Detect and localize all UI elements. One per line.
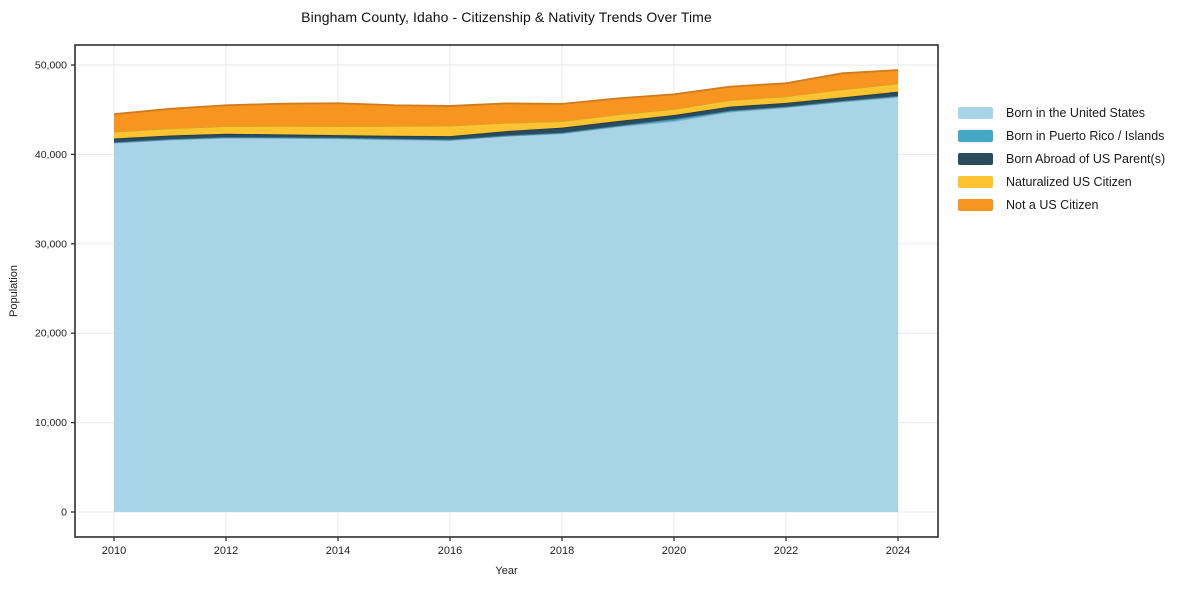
legend-item: Born Abroad of US Parent(s) bbox=[958, 151, 1166, 166]
y-tick-label: 50,000 bbox=[35, 60, 67, 72]
area-3 bbox=[114, 91, 898, 143]
x-tick-label: 2018 bbox=[550, 545, 574, 557]
y-axis-label: Population bbox=[8, 265, 20, 317]
x-tick-label: 2016 bbox=[438, 545, 462, 557]
x-tick-label: 2024 bbox=[886, 545, 910, 557]
legend-swatch bbox=[958, 106, 993, 119]
legend-item: Naturalized US Citizen bbox=[958, 174, 1165, 189]
legend-label: Born in Puerto Rico / Islands bbox=[1006, 128, 1165, 143]
legend-item: Born in Puerto Rico / Islands bbox=[958, 128, 1165, 143]
legend-swatch bbox=[958, 175, 993, 188]
legend-item: Not a US Citizen bbox=[958, 197, 1165, 212]
legend: Born in the United States Born in Puerto … bbox=[958, 105, 1166, 212]
axes-frame bbox=[74, 44, 939, 538]
x-tick-label: 2014 bbox=[326, 545, 350, 557]
area-edge-5 bbox=[113, 69, 899, 116]
legend-label: Not a US Citizen bbox=[1006, 197, 1099, 212]
chart-title: Bingham County, Idaho - Citizenship & Na… bbox=[301, 9, 712, 25]
legend-item: Born in the United States bbox=[958, 105, 1165, 120]
x-axis-label: Year bbox=[495, 565, 518, 577]
y-tick-label: 20,000 bbox=[35, 328, 67, 340]
x-tick-label: 2022 bbox=[774, 545, 798, 557]
legend-label: Naturalized US Citizen bbox=[1006, 174, 1132, 189]
area-5 bbox=[114, 70, 898, 132]
y-tick-label: 30,000 bbox=[35, 238, 67, 250]
legend-swatch bbox=[958, 129, 993, 142]
y-tick-label: 40,000 bbox=[35, 149, 67, 161]
x-tick-label: 2020 bbox=[662, 545, 686, 557]
x-tick-label: 2012 bbox=[214, 545, 238, 557]
x-tick-label: 2010 bbox=[102, 545, 126, 557]
legend-swatch bbox=[958, 198, 993, 211]
legend-label: Born in the United States bbox=[1006, 105, 1145, 120]
legend-swatch bbox=[958, 152, 993, 165]
y-tick-label: 0 bbox=[61, 507, 67, 519]
y-tick-label: 10,000 bbox=[35, 417, 67, 429]
area-1 bbox=[114, 96, 898, 512]
area-4 bbox=[114, 83, 898, 139]
legend-label: Born Abroad of US Parent(s) bbox=[1006, 151, 1166, 166]
